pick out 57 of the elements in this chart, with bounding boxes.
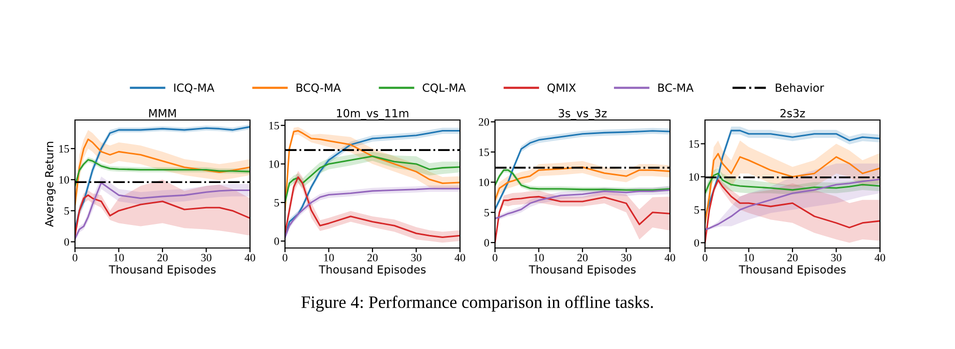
x-tick-label: 40 [664,254,676,262]
chart-title: 10m_vs_11m [337,108,408,120]
x-axis-title: Thousand Episodes [528,265,636,276]
x-axis-title: Thousand Episodes [318,265,426,276]
x-tick-label: 0 [282,254,288,262]
x-tick-label: 30 [621,254,632,262]
line-series [75,138,250,206]
legend-label: BC-MA [658,83,694,92]
x-tick-label: 20 [787,254,798,262]
x-tick-label: 20 [157,254,168,262]
x-tick-label: 10 [534,254,544,262]
legend-label: Behavior [776,83,824,92]
y-tick-label: 20 [478,118,490,126]
chart-title: MMM [149,109,176,118]
x-tick-label: 0 [492,254,498,262]
x-tick-label: 0 [72,254,78,262]
y-tick-label: 0 [694,239,700,247]
x-tick-label: 10 [114,254,124,262]
y-tick-label: 10 [269,160,280,168]
legend-label: ICQ-MA [174,83,214,94]
x-axis-title: Thousand Episodes [108,265,216,276]
x-tick-label: 30 [411,254,422,262]
x-tick-label: 40 [244,254,256,262]
y-tick-label: 15 [689,140,700,148]
y-tick-label: 10 [689,173,700,181]
chart-title: 2s3z [780,108,805,118]
x-tick-label: 0 [702,254,708,262]
x-tick-label: 30 [201,254,212,262]
legend-label: QMIX [548,83,576,94]
x-tick-label: 40 [454,254,466,262]
line-series [705,172,880,194]
line-series [75,194,250,236]
y-tick-label: 0 [64,238,70,246]
y-tick-label: 15 [59,145,70,153]
y-axis-title: Average Return [45,142,56,227]
y-tick-label: 5 [64,207,70,215]
y-tick-label: 10 [479,178,490,186]
x-tick-label: 10 [744,254,754,262]
y-tick-label: 15 [479,148,490,156]
x-tick-label: 10 [324,254,334,262]
caption: Figure 4: Performance comparison in offline tasks. [301,296,653,312]
line-series [705,178,880,230]
x-axis-title: Thousand Episodes [738,265,846,276]
y-tick-label: 0 [274,238,280,246]
x-tick-label: 30 [831,254,842,262]
legend-label: BCQ-MA [296,83,341,94]
y-tick-label: 15 [269,122,280,130]
y-tick-label: 5 [694,206,700,214]
x-tick-label: 20 [577,254,588,262]
legend-label: CQL-MA [422,83,466,94]
y-tick-label: 10 [59,176,70,184]
y-tick-label: 0 [484,239,490,247]
x-tick-label: 40 [874,254,886,262]
x-tick-label: 20 [367,254,378,262]
y-tick-label: 5 [484,208,490,216]
line-series [705,152,880,224]
y-tick-label: 5 [274,199,280,206]
